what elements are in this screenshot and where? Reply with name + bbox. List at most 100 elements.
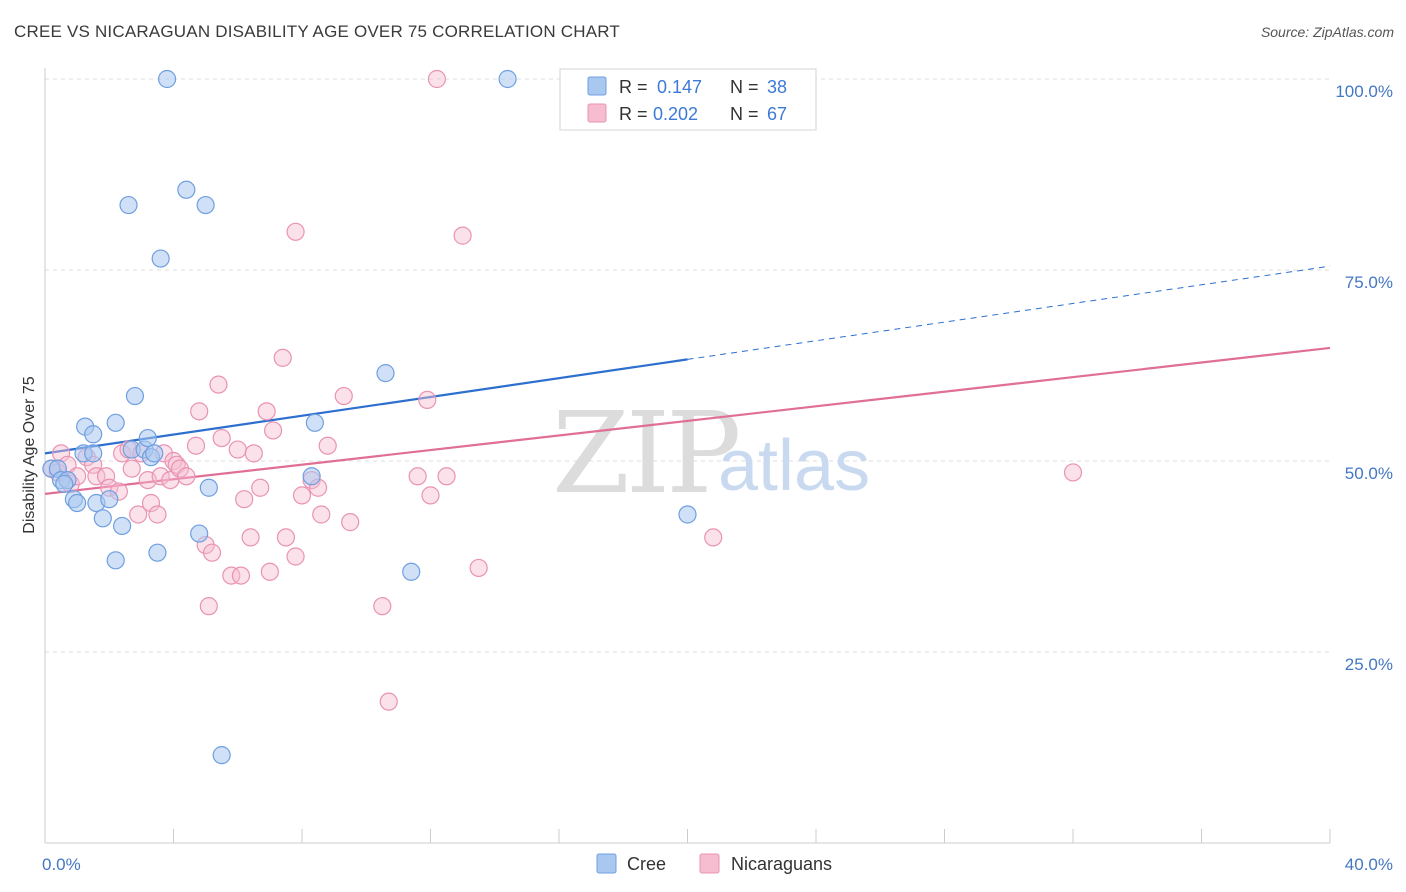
point-nicaraguans — [209, 375, 228, 394]
point-nicaraguans — [186, 436, 206, 455]
y-tick-label: 50.0% — [1345, 464, 1393, 483]
point-nicaraguans — [228, 440, 247, 459]
x-tick-label-max: 40.0% — [1345, 855, 1393, 874]
chart-source: Source: ZipAtlas.com — [1260, 24, 1394, 40]
bottom-legend-swatch-nicaraguans — [699, 853, 720, 874]
point-nicaraguans — [122, 459, 141, 478]
watermark: ZIP atlas — [552, 389, 870, 519]
point-nicaraguans — [334, 386, 353, 406]
bottom-legend-label-cree: Cree — [627, 854, 666, 874]
point-nicaraguans — [141, 493, 161, 513]
point-nicaraguans — [418, 390, 437, 409]
point-nicaraguans — [251, 478, 270, 497]
point-nicaraguans — [231, 566, 251, 585]
point-cree — [148, 543, 167, 562]
point-cree — [125, 386, 145, 406]
point-nicaraguans — [276, 528, 296, 547]
point-nicaraguans — [453, 226, 472, 245]
point-nicaraguans — [427, 69, 447, 89]
point-cree — [305, 413, 324, 432]
gridlines — [45, 78, 1330, 653]
point-cree — [376, 364, 395, 383]
point-nicaraguans — [202, 543, 222, 562]
x-tick-label-min: 0.0% — [42, 855, 81, 874]
point-cree — [138, 428, 157, 448]
point-nicaraguans — [263, 421, 283, 440]
legend-r-label-nicaraguans: R = — [619, 104, 648, 124]
point-cree — [190, 524, 209, 543]
point-nicaraguans — [241, 528, 260, 547]
point-nicaraguans — [312, 505, 331, 524]
legend-n-label-cree: N = — [730, 77, 759, 97]
point-nicaraguans — [148, 505, 167, 524]
x-tick-labels: 0.0% 40.0% — [42, 855, 1393, 874]
point-cree — [199, 478, 218, 497]
point-nicaraguans — [170, 459, 190, 478]
point-cree — [112, 516, 132, 536]
point-nicaraguans — [190, 402, 209, 421]
legend-r-value-cree: 0.147 — [657, 77, 702, 97]
point-nicaraguans — [421, 486, 440, 505]
legend-r-value-nicaraguans: 0.202 — [653, 104, 698, 124]
point-nicaraguans — [1063, 463, 1083, 482]
point-nicaraguans — [286, 222, 305, 241]
point-nicaraguans — [341, 513, 360, 532]
point-nicaraguans — [199, 597, 218, 616]
point-nicaraguans — [318, 436, 337, 455]
data-points — [42, 69, 1083, 765]
point-cree — [106, 413, 125, 432]
bottom-legend-label-nicaraguans: Nicaraguans — [731, 854, 832, 874]
y-axis-title: Disability Age Over 75 — [21, 376, 38, 534]
watermark-zip: ZIP — [552, 389, 738, 519]
point-cree — [151, 249, 170, 268]
point-nicaraguans — [244, 444, 263, 463]
legend-swatch-nicaraguans — [587, 103, 607, 123]
y-tick-labels: 25.0% 50.0% 75.0% 100.0% — [1335, 82, 1393, 674]
bottom-legend-swatch-cree — [596, 853, 617, 874]
trend-line-nicaraguans — [44, 346, 1331, 495]
point-nicaraguans — [408, 467, 427, 486]
point-nicaraguans — [177, 467, 196, 486]
point-nicaraguans — [260, 562, 279, 581]
point-cree — [498, 69, 517, 89]
point-cree — [93, 509, 112, 528]
y-tick-label: 75.0% — [1345, 273, 1393, 292]
point-nicaraguans — [273, 348, 292, 367]
legend-n-value-nicaraguans: 67 — [767, 104, 787, 124]
point-cree — [402, 562, 421, 581]
point-nicaraguans — [129, 505, 148, 524]
legend-box: R = 0.147 N = 38 R = 0.202 N = 67 — [559, 68, 817, 131]
point-nicaraguans — [292, 486, 312, 505]
trend-line-cree-extension — [687, 265, 1331, 360]
watermark-atlas: atlas — [718, 426, 870, 506]
point-cree — [157, 69, 177, 89]
point-cree — [212, 746, 231, 765]
legend-swatch-cree — [587, 76, 607, 96]
point-cree — [100, 490, 119, 509]
point-cree — [177, 180, 196, 199]
point-cree — [678, 505, 697, 524]
point-cree — [68, 493, 87, 513]
point-nicaraguans — [257, 402, 276, 421]
point-nicaraguans — [379, 692, 398, 711]
chart-title: CREE VS NICARAGUAN DISABILITY AGE OVER 7… — [14, 22, 621, 41]
point-nicaraguans — [373, 597, 392, 616]
point-cree — [84, 444, 103, 463]
point-cree — [55, 474, 74, 494]
point-cree — [145, 444, 164, 463]
point-cree — [119, 195, 138, 215]
point-nicaraguans — [151, 467, 170, 486]
point-nicaraguans — [222, 566, 241, 585]
legend-n-value-cree: 38 — [767, 77, 787, 97]
point-nicaraguans — [437, 467, 456, 486]
point-nicaraguans — [286, 547, 305, 566]
legend-n-label-nicaraguans: N = — [730, 104, 759, 124]
point-nicaraguans — [87, 467, 106, 486]
point-nicaraguans — [235, 490, 254, 509]
point-cree — [196, 195, 215, 215]
axes — [44, 68, 1331, 844]
point-cree — [84, 425, 103, 444]
point-nicaraguans — [704, 528, 723, 547]
point-cree — [106, 551, 125, 570]
